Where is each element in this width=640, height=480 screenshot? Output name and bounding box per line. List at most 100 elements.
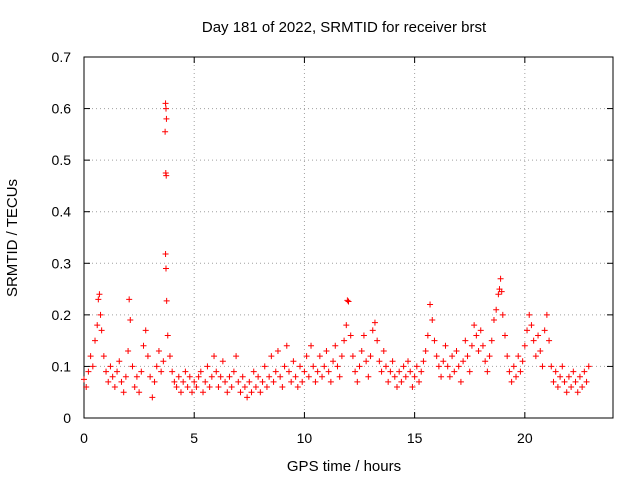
data-point-marker bbox=[235, 378, 242, 385]
data-point-marker bbox=[250, 368, 257, 375]
data-point-marker bbox=[244, 394, 251, 401]
data-point-marker bbox=[581, 368, 588, 375]
data-point-marker bbox=[360, 332, 367, 339]
data-point-marker bbox=[163, 297, 170, 304]
data-point-marker bbox=[349, 353, 356, 360]
data-point-marker bbox=[288, 378, 295, 385]
data-point-marker bbox=[122, 373, 129, 380]
data-point-marker bbox=[182, 368, 189, 375]
data-point-marker bbox=[513, 373, 520, 380]
data-point-marker bbox=[343, 322, 350, 329]
data-point-marker bbox=[574, 389, 581, 396]
data-point-marker bbox=[85, 368, 92, 375]
data-point-marker bbox=[270, 378, 277, 385]
data-point-marker bbox=[310, 363, 317, 370]
data-point-marker bbox=[138, 368, 145, 375]
data-point-marker bbox=[281, 363, 288, 370]
data-point-marker bbox=[344, 297, 351, 304]
data-point-marker bbox=[160, 358, 167, 365]
data-point-marker bbox=[120, 389, 127, 396]
data-point-marker bbox=[446, 373, 453, 380]
data-point-marker bbox=[259, 378, 266, 385]
y-tick-label: 0.6 bbox=[52, 101, 72, 117]
data-point-marker bbox=[510, 363, 517, 370]
data-point-marker bbox=[585, 363, 592, 370]
data-point-marker bbox=[579, 384, 586, 391]
data-point-marker bbox=[151, 378, 158, 385]
data-point-marker bbox=[149, 394, 156, 401]
data-point-marker bbox=[314, 368, 321, 375]
data-point-marker bbox=[358, 347, 365, 354]
data-point-marker bbox=[109, 373, 116, 380]
data-point-marker bbox=[453, 347, 460, 354]
data-point-marker bbox=[464, 353, 471, 360]
data-point-marker bbox=[433, 353, 440, 360]
data-point-marker bbox=[272, 368, 279, 375]
data-point-marker bbox=[204, 363, 211, 370]
data-point-marker bbox=[213, 368, 220, 375]
data-point-marker bbox=[144, 353, 151, 360]
data-point-marker bbox=[222, 378, 229, 385]
data-point-marker bbox=[274, 347, 281, 354]
grid-lines bbox=[84, 57, 613, 418]
data-point-marker bbox=[376, 358, 383, 365]
data-point-marker bbox=[169, 368, 176, 375]
data-point-marker bbox=[131, 384, 138, 391]
data-point-marker bbox=[530, 337, 537, 344]
data-point-marker bbox=[488, 337, 495, 344]
data-point-marker bbox=[200, 389, 207, 396]
data-point-marker bbox=[202, 378, 209, 385]
data-point-marker bbox=[116, 358, 123, 365]
data-point-marker bbox=[147, 373, 154, 380]
data-point-marker bbox=[103, 368, 110, 375]
x-tick-label: 5 bbox=[190, 430, 198, 446]
data-point-marker bbox=[477, 327, 484, 334]
data-point-marker bbox=[233, 353, 240, 360]
data-point-marker bbox=[473, 332, 480, 339]
data-point-marker bbox=[570, 368, 577, 375]
data-point-marker bbox=[125, 347, 132, 354]
data-point-marker bbox=[455, 363, 462, 370]
data-point-marker bbox=[155, 347, 162, 354]
data-point-marker bbox=[163, 115, 170, 122]
data-point-marker bbox=[92, 337, 99, 344]
data-point-marker bbox=[411, 373, 418, 380]
y-tick-label: 0.2 bbox=[52, 307, 72, 323]
data-point-marker bbox=[484, 368, 491, 375]
data-point-marker bbox=[497, 275, 504, 282]
data-point-marker bbox=[162, 105, 169, 112]
data-point-marker bbox=[457, 378, 464, 385]
data-point-marker bbox=[217, 373, 224, 380]
data-point-marker bbox=[226, 373, 233, 380]
data-point-marker bbox=[215, 384, 222, 391]
data-point-marker bbox=[424, 332, 431, 339]
data-point-marker bbox=[532, 353, 539, 360]
data-point-marker bbox=[228, 384, 235, 391]
data-point-marker bbox=[506, 368, 513, 375]
data-point-marker bbox=[444, 363, 451, 370]
data-point-marker bbox=[100, 353, 107, 360]
data-point-marker bbox=[493, 306, 500, 313]
data-point-marker bbox=[559, 363, 566, 370]
data-point-marker bbox=[557, 373, 564, 380]
data-points bbox=[81, 100, 592, 401]
y-tick-label: 0.4 bbox=[52, 204, 72, 220]
data-point-marker bbox=[393, 384, 400, 391]
data-point-marker bbox=[460, 358, 467, 365]
data-point-marker bbox=[431, 337, 438, 344]
data-point-marker bbox=[263, 384, 270, 391]
x-tick-label: 10 bbox=[297, 430, 313, 446]
data-point-marker bbox=[294, 384, 301, 391]
data-point-marker bbox=[266, 373, 273, 380]
data-point-marker bbox=[316, 353, 323, 360]
y-axis-label: SRMTID / TECUs bbox=[4, 179, 21, 297]
data-point-marker bbox=[323, 347, 330, 354]
data-point-marker bbox=[479, 342, 486, 349]
data-point-marker bbox=[535, 332, 542, 339]
data-point-marker bbox=[261, 363, 268, 370]
axis-ticks: 0 5 10 15 20 0 0.1 0.2 0.3 0.4 0.5 0.6 0.7 bbox=[52, 49, 613, 446]
data-point-marker bbox=[336, 373, 343, 380]
data-point-marker bbox=[543, 311, 550, 318]
data-point-marker bbox=[528, 322, 535, 329]
data-point-marker bbox=[162, 100, 169, 107]
